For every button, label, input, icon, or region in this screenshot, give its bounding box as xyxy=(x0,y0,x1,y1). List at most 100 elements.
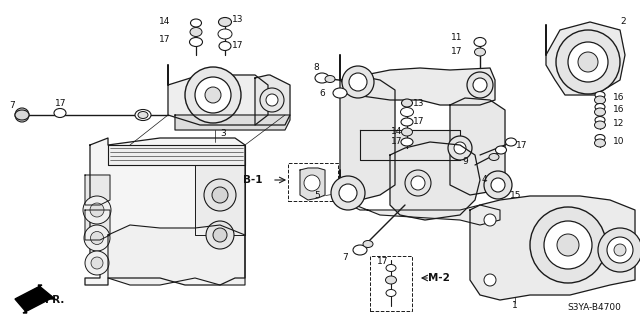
Text: 16: 16 xyxy=(613,106,625,115)
Text: 5: 5 xyxy=(314,191,320,201)
Circle shape xyxy=(467,72,493,98)
Circle shape xyxy=(339,184,357,202)
Circle shape xyxy=(411,176,425,190)
Polygon shape xyxy=(360,130,460,160)
Circle shape xyxy=(213,228,227,242)
Text: 17: 17 xyxy=(451,48,462,56)
Text: 17: 17 xyxy=(516,140,527,150)
Text: 2: 2 xyxy=(620,18,626,26)
Ellipse shape xyxy=(595,121,605,129)
Ellipse shape xyxy=(595,116,605,123)
Circle shape xyxy=(91,257,103,269)
Text: 17: 17 xyxy=(159,35,170,44)
Ellipse shape xyxy=(15,110,29,120)
Text: 11: 11 xyxy=(451,33,462,42)
Polygon shape xyxy=(340,170,500,225)
Text: 17: 17 xyxy=(413,117,424,127)
Circle shape xyxy=(84,225,110,251)
Circle shape xyxy=(473,78,487,92)
Circle shape xyxy=(15,108,29,122)
Text: FR.: FR. xyxy=(45,295,65,305)
Ellipse shape xyxy=(190,27,202,36)
Circle shape xyxy=(484,214,496,226)
Circle shape xyxy=(185,67,241,123)
Polygon shape xyxy=(470,196,635,300)
Text: 4: 4 xyxy=(482,175,488,184)
Ellipse shape xyxy=(219,41,231,50)
Polygon shape xyxy=(168,65,268,125)
Ellipse shape xyxy=(386,290,396,296)
Ellipse shape xyxy=(315,73,329,83)
Text: 17: 17 xyxy=(390,137,402,146)
Circle shape xyxy=(491,178,505,192)
Ellipse shape xyxy=(218,29,232,39)
Circle shape xyxy=(544,221,592,269)
Circle shape xyxy=(342,66,374,98)
Circle shape xyxy=(568,42,608,82)
Polygon shape xyxy=(15,285,55,313)
Polygon shape xyxy=(195,165,245,235)
Circle shape xyxy=(454,142,466,154)
Text: B-1: B-1 xyxy=(243,175,262,185)
Polygon shape xyxy=(340,55,495,105)
Polygon shape xyxy=(340,75,395,200)
Ellipse shape xyxy=(325,76,335,83)
Circle shape xyxy=(90,232,104,244)
Ellipse shape xyxy=(595,92,605,99)
Text: S3YA-B4700: S3YA-B4700 xyxy=(567,302,621,311)
Text: 7: 7 xyxy=(342,253,348,262)
Ellipse shape xyxy=(363,241,373,248)
Circle shape xyxy=(260,88,284,112)
Ellipse shape xyxy=(401,138,413,146)
Ellipse shape xyxy=(189,38,202,47)
Circle shape xyxy=(578,52,598,72)
Ellipse shape xyxy=(353,245,367,255)
Ellipse shape xyxy=(495,146,506,154)
Polygon shape xyxy=(85,138,245,285)
Polygon shape xyxy=(85,175,110,205)
Circle shape xyxy=(212,187,228,203)
Circle shape xyxy=(607,237,633,263)
Text: 9: 9 xyxy=(462,158,468,167)
Ellipse shape xyxy=(595,103,605,110)
Text: 14: 14 xyxy=(390,128,402,137)
Ellipse shape xyxy=(401,108,413,116)
Circle shape xyxy=(598,228,640,272)
Ellipse shape xyxy=(385,276,397,284)
Text: 12: 12 xyxy=(613,118,625,128)
Text: 8: 8 xyxy=(313,63,319,72)
Circle shape xyxy=(83,196,111,224)
Circle shape xyxy=(266,94,278,106)
Text: 14: 14 xyxy=(159,18,170,26)
Polygon shape xyxy=(175,115,290,130)
Polygon shape xyxy=(255,75,290,125)
Text: 13: 13 xyxy=(232,16,243,25)
Circle shape xyxy=(349,73,367,91)
Circle shape xyxy=(304,175,320,191)
Ellipse shape xyxy=(191,19,202,27)
Polygon shape xyxy=(300,168,325,200)
Circle shape xyxy=(85,251,109,275)
Ellipse shape xyxy=(401,118,413,126)
Circle shape xyxy=(614,244,626,256)
Polygon shape xyxy=(546,22,625,95)
Ellipse shape xyxy=(386,264,396,271)
Ellipse shape xyxy=(474,38,486,47)
Circle shape xyxy=(557,234,579,256)
Polygon shape xyxy=(108,225,245,285)
Ellipse shape xyxy=(595,135,605,142)
Text: 17: 17 xyxy=(55,99,67,108)
Ellipse shape xyxy=(333,88,347,98)
Text: 17: 17 xyxy=(377,257,388,266)
Polygon shape xyxy=(85,210,110,240)
Ellipse shape xyxy=(401,128,413,136)
Ellipse shape xyxy=(54,108,66,117)
Circle shape xyxy=(206,221,234,249)
Ellipse shape xyxy=(218,18,232,26)
Circle shape xyxy=(205,87,221,103)
Text: 15: 15 xyxy=(510,191,522,201)
Text: 1: 1 xyxy=(512,300,518,309)
Ellipse shape xyxy=(474,48,486,56)
Ellipse shape xyxy=(135,109,151,121)
Text: 6: 6 xyxy=(319,88,325,98)
